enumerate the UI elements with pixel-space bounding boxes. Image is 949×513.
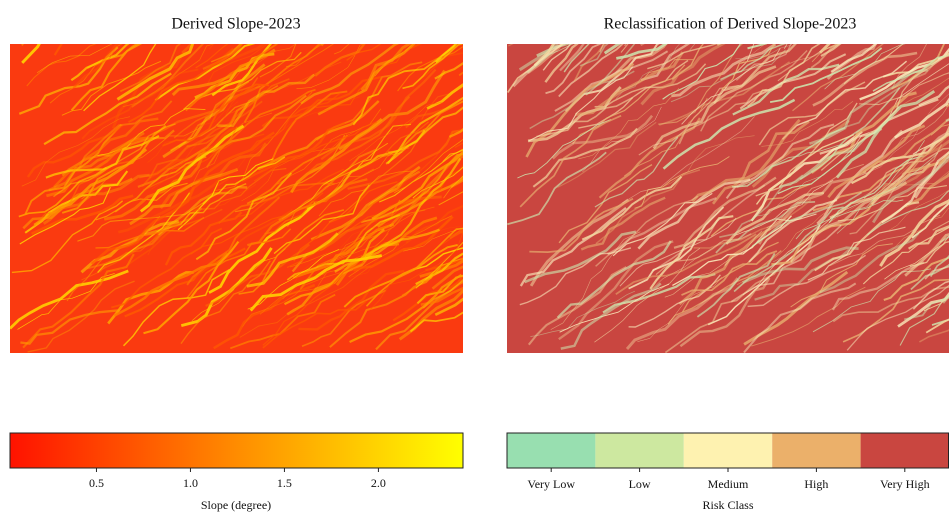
colorbar-tick-label: 1.0	[183, 476, 198, 490]
colorbar-tick-label: 2.0	[371, 476, 386, 490]
class-label: Medium	[708, 477, 749, 491]
class-label: Very High	[880, 477, 930, 491]
colorbar-tick-label: 0.5	[89, 476, 104, 490]
panel-title: Derived Slope-2023	[171, 16, 300, 33]
figure: Derived Slope-2023 Reclassification of D…	[0, 0, 949, 513]
colorbar-tick-label: 1.5	[277, 476, 292, 490]
slope-map	[10, 0, 565, 353]
colorbar	[10, 433, 463, 468]
risk-map	[507, 0, 949, 353]
terrain-stroke	[411, 0, 537, 48]
class-label: Very Low	[527, 477, 575, 491]
terrain-stroke	[362, 0, 456, 45]
panel-title: Reclassification of Derived Slope-2023	[604, 16, 857, 33]
class-swatch	[507, 433, 595, 468]
class-swatch	[772, 433, 860, 468]
class-swatch	[684, 433, 772, 468]
class-swatch	[861, 433, 949, 468]
colorbar-label: Slope (degree)	[201, 498, 271, 512]
terrain-stroke	[321, 0, 447, 45]
legend-label: Risk Class	[702, 498, 753, 512]
class-label: High	[804, 477, 828, 491]
terrain-stroke	[22, 0, 138, 45]
class-label: Low	[629, 477, 651, 491]
class-swatch	[595, 433, 683, 468]
